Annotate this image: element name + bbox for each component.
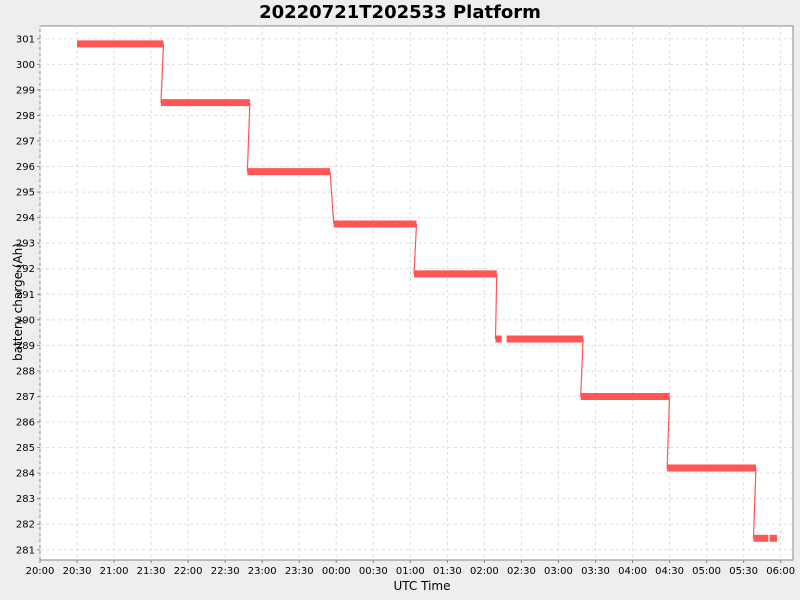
y-tick-label: 296 xyxy=(16,162,35,173)
y-tick-label: 301 xyxy=(16,34,35,45)
y-axis-label: battery charge (Ah) xyxy=(11,243,25,361)
series-drop-segment xyxy=(666,396,671,469)
x-tick-label: 03:00 xyxy=(544,566,573,577)
x-axis-ticks: 20:00 20:30 21:00 21:30 22:00 22:30 23:00 23:30… xyxy=(26,560,795,577)
x-tick-label: 21:00 xyxy=(100,566,129,577)
x-tick-label: 01:30 xyxy=(433,566,462,577)
x-axis-label: UTC Time xyxy=(394,579,451,593)
series-layer xyxy=(77,40,777,542)
series-drop-segment xyxy=(246,102,251,172)
x-tick-label: 22:00 xyxy=(174,566,203,577)
x-tick-label: 20:30 xyxy=(63,566,92,577)
y-tick-label: 299 xyxy=(16,85,35,96)
y-tick-label: 285 xyxy=(16,443,35,454)
x-tick-label: 01:00 xyxy=(396,566,425,577)
series-drop-segment xyxy=(580,338,584,397)
y-tick-label: 297 xyxy=(16,136,35,147)
y-tick-label: 281 xyxy=(16,545,35,556)
y-tick-label: 291 xyxy=(16,290,35,301)
y-tick-label: 292 xyxy=(16,264,35,275)
y-axis-ticks: 281 282 283 284 285 286 287 288 289 290 291 292 293 2… xyxy=(16,34,40,556)
x-tick-label: 04:30 xyxy=(655,566,684,577)
y-tick-label: 293 xyxy=(16,239,35,250)
x-tick-label: 05:30 xyxy=(729,566,758,577)
x-tick-label: 23:30 xyxy=(285,566,314,577)
y-tick-label: 288 xyxy=(16,366,35,377)
series-drop-segment xyxy=(494,273,498,340)
x-tick-label: 00:30 xyxy=(359,566,388,577)
x-tick-label: 06:00 xyxy=(766,566,795,577)
y-tick-label: 282 xyxy=(16,520,35,531)
chart-title: 20220721T202533 Platform xyxy=(259,2,541,23)
series-drop-segment xyxy=(752,467,757,539)
y-tick-label: 294 xyxy=(16,213,35,224)
y-tick-label: 286 xyxy=(16,418,35,429)
y-tick-label: 283 xyxy=(16,494,35,505)
x-tick-label: 00:00 xyxy=(322,566,351,577)
x-tick-label: 23:00 xyxy=(248,566,277,577)
y-tick-label: 287 xyxy=(16,392,35,403)
y-tick-label: 290 xyxy=(16,315,35,326)
x-tick-label: 05:00 xyxy=(692,566,721,577)
x-tick-label: 20:00 xyxy=(26,566,55,577)
y-tick-label: 289 xyxy=(16,341,35,352)
y-tick-label: 298 xyxy=(16,111,35,122)
x-tick-label: 03:30 xyxy=(581,566,610,577)
y-tick-label: 300 xyxy=(16,60,35,71)
series-drop-segment xyxy=(160,43,165,103)
series-drop-segment xyxy=(413,223,418,274)
x-tick-label: 02:30 xyxy=(507,566,536,577)
x-tick-label: 02:00 xyxy=(470,566,499,577)
series-drop-segment xyxy=(329,171,335,225)
plot-area xyxy=(39,25,794,561)
x-tick-label: 21:30 xyxy=(137,566,166,577)
x-tick-label: 04:00 xyxy=(618,566,647,577)
y-tick-label: 295 xyxy=(16,188,35,199)
y-tick-label: 284 xyxy=(16,469,35,480)
x-tick-label: 22:30 xyxy=(211,566,240,577)
